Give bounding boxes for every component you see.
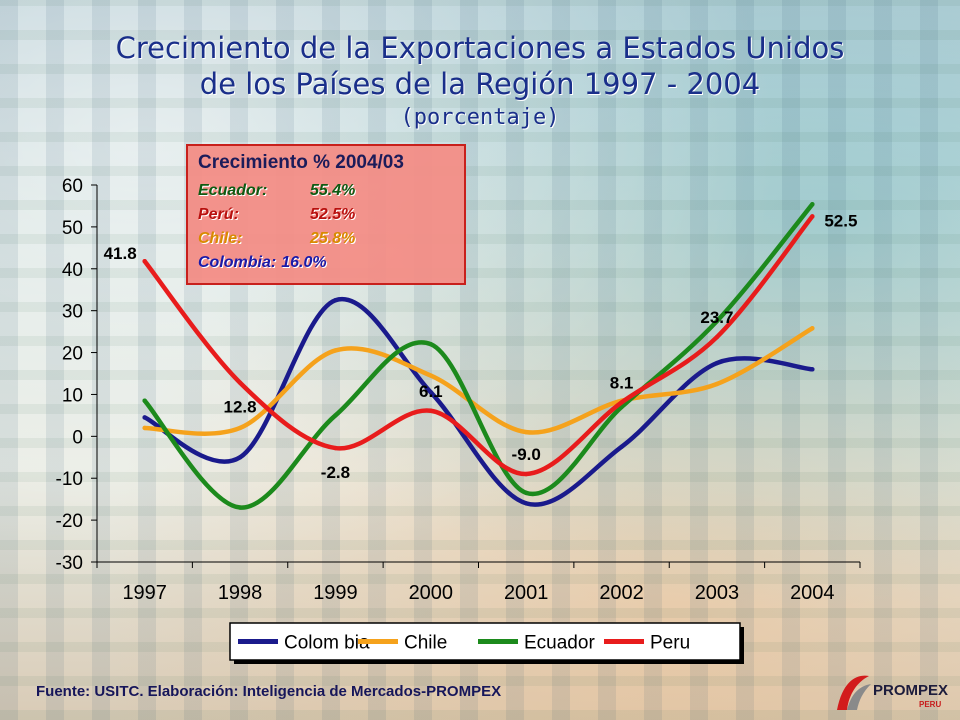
data-point-colombia <box>333 297 338 303</box>
data-point-ecuador <box>333 413 338 418</box>
y-tick-label: -10 <box>56 469 83 490</box>
infobox-country: Perú: <box>198 206 239 223</box>
prompex-logo: PROMPEX PERU <box>833 670 953 714</box>
y-tick-label: 50 <box>62 218 83 239</box>
infobox-value: 55.4% <box>310 182 356 199</box>
logo-text: PROMPEX <box>873 682 949 699</box>
data-point-ecuador <box>237 505 243 510</box>
series-line-ecuador <box>142 202 815 510</box>
infobox-country: Ecuador: <box>198 182 268 199</box>
series-line-chile <box>142 326 815 436</box>
data-point-chile <box>714 381 720 387</box>
x-tick-label: 2004 <box>790 582 835 604</box>
data-point-ecuador <box>523 490 529 496</box>
y-tick-label: -30 <box>56 553 83 574</box>
data-point-peru <box>428 408 434 413</box>
infobox-row-ecuador: Ecuador: 55.4% <box>198 182 355 200</box>
data-point-peru <box>333 445 338 451</box>
data-point-colombia <box>619 444 624 450</box>
chart-title: Crecimiento de la Exportaciones a Estado… <box>0 30 960 102</box>
data-point-chile <box>428 373 434 378</box>
data-point-chile <box>142 425 147 431</box>
data-label: 6.1 <box>419 382 443 401</box>
chart-title-line1: Crecimiento de la Exportaciones a Estado… <box>115 31 845 65</box>
data-point-peru <box>237 380 243 385</box>
x-tick-label: 1998 <box>218 582 263 604</box>
series-line-colombia <box>142 296 815 507</box>
data-point-peru <box>810 214 815 219</box>
infobox-row-peru: Perú: 52.5% <box>198 206 355 224</box>
infobox-row-colombia: Colombia: 16.0% <box>198 254 327 272</box>
data-label: -9.0 <box>512 445 541 464</box>
infobox-country: Colombia: <box>198 254 277 271</box>
prompex-swoosh-icon <box>837 675 871 710</box>
legend-label-chile: Chile <box>404 633 447 654</box>
x-tick-label: 2000 <box>409 582 454 604</box>
data-point-ecuador <box>714 318 720 324</box>
data-point-colombia <box>237 455 243 460</box>
x-tick-label: 2003 <box>695 582 740 604</box>
y-tick-label: 40 <box>62 260 83 281</box>
data-label: 52.5 <box>824 211 857 230</box>
data-point-chile <box>523 429 529 435</box>
y-tick-label: 30 <box>62 302 83 323</box>
data-point-ecuador <box>810 202 815 207</box>
y-tick-label: 60 <box>62 176 83 197</box>
data-point-colombia <box>714 360 720 366</box>
y-tick-label: -20 <box>56 511 83 532</box>
infobox-value: 16.0% <box>281 254 327 271</box>
legend-label-peru: Peru <box>650 633 690 654</box>
source-note: Fuente: USITC. Elaboración: Inteligencia… <box>36 683 502 700</box>
infobox-value: 52.5% <box>310 206 356 223</box>
y-tick-label: 10 <box>62 385 83 406</box>
x-tick-label: 2002 <box>599 582 644 604</box>
infobox-country: Chile: <box>198 230 243 247</box>
growth-infobox: Crecimiento % 2004/03 Ecuador: 55.4% Perú… <box>186 144 466 285</box>
data-point-peru <box>142 259 147 264</box>
data-label: 41.8 <box>104 244 137 263</box>
y-tick-label: 20 <box>62 344 83 365</box>
x-tick-label: 1997 <box>122 582 167 604</box>
infobox-value: 25.8% <box>310 230 356 247</box>
data-label: 12.8 <box>224 398 257 417</box>
chart-subtitle: (porcentaje) <box>400 105 560 130</box>
data-point-colombia <box>523 501 529 506</box>
data-point-colombia <box>428 390 434 395</box>
infobox-title: Crecimiento % 2004/03 <box>198 152 404 173</box>
data-label: -2.8 <box>321 463 350 482</box>
x-tick-label: 1999 <box>313 582 358 604</box>
x-tick-label: 2001 <box>504 582 549 604</box>
infobox-row-chile: Chile: 25.8% <box>198 230 355 248</box>
data-point-peru <box>714 334 720 340</box>
data-point-chile <box>237 425 243 431</box>
logo-subtext: PERU <box>919 700 942 709</box>
data-point-peru <box>523 471 529 477</box>
y-tick-label: 0 <box>72 427 83 448</box>
data-point-colombia <box>810 367 815 372</box>
data-point-ecuador <box>142 398 147 403</box>
legend-label-ecuador: Ecuador <box>524 633 595 654</box>
chart-title-line2: de los Países de la Región 1997 - 2004 <box>199 67 761 101</box>
legend-label-colombia: Colom bia <box>284 633 370 654</box>
data-label: 8.1 <box>610 373 634 392</box>
data-point-ecuador <box>428 341 434 347</box>
data-point-colombia <box>142 415 147 420</box>
data-point-peru <box>619 400 624 405</box>
data-label: 23.7 <box>700 308 733 327</box>
data-point-chile <box>810 326 815 331</box>
data-point-chile <box>333 348 338 353</box>
